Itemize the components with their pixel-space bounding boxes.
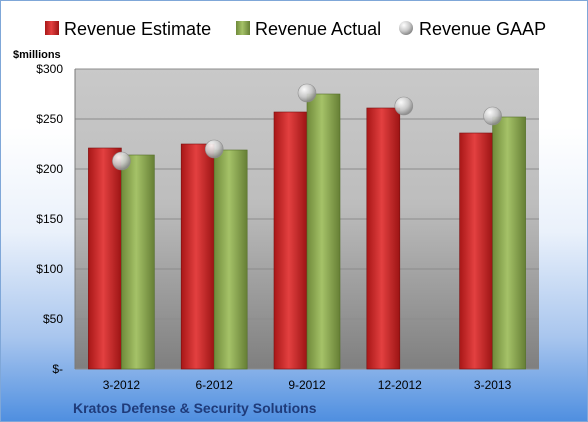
y-tick-label: $100 <box>36 262 63 276</box>
x-axis-tick-labels: 3-2012 6-2012 9-2012 12-2012 3-2013 <box>103 378 512 392</box>
legend-swatch-actual <box>236 21 250 35</box>
marker-revenue-gaap <box>297 83 317 103</box>
bar-revenue-actual <box>121 154 155 370</box>
bar-revenue-estimate <box>180 143 215 370</box>
y-tick-label: $50 <box>43 312 63 326</box>
marker-revenue-gaap <box>394 96 414 116</box>
y-tick-label: $- <box>52 362 63 376</box>
y-axis-tick-labels: $- $50 $100 $150 $200 $250 $300 <box>36 62 63 376</box>
legend: Revenue Estimate Revenue Actual Revenue … <box>45 19 546 39</box>
legend-item-revenue-actual: Revenue Actual <box>236 19 381 39</box>
bar-series <box>88 93 526 370</box>
y-tick-label: $200 <box>36 162 63 176</box>
x-tick-label: 9-2012 <box>288 378 326 392</box>
y-axis-unit-label: $millions <box>13 49 61 61</box>
company-name: Kratos Defense & Security Solutions <box>73 400 317 416</box>
legend-item-revenue-estimate: Revenue Estimate <box>45 19 211 39</box>
gaap-markers <box>112 83 502 171</box>
legend-swatch-estimate <box>45 21 59 35</box>
x-tick-label: 3-2013 <box>474 378 512 392</box>
bar-revenue-actual <box>306 93 341 370</box>
y-tick-label: $150 <box>36 212 63 226</box>
legend-marker-gaap <box>399 21 413 35</box>
bar-revenue-estimate <box>273 111 308 370</box>
legend-label-gaap: Revenue GAAP <box>419 19 546 39</box>
y-tick-label: $300 <box>36 62 63 76</box>
x-tick-label: 3-2012 <box>103 378 141 392</box>
marker-revenue-gaap <box>112 151 131 171</box>
x-tick-label: 12-2012 <box>378 378 422 392</box>
bar-revenue-estimate <box>459 132 493 370</box>
bar-revenue-estimate <box>366 107 401 370</box>
legend-label-actual: Revenue Actual <box>255 19 381 39</box>
marker-revenue-gaap <box>483 106 502 126</box>
bar-revenue-actual <box>492 116 526 370</box>
x-tick-label: 6-2012 <box>196 378 234 392</box>
y-tick-label: $250 <box>36 112 63 126</box>
bar-revenue-estimate <box>88 147 122 370</box>
bar-revenue-actual <box>213 149 248 370</box>
marker-revenue-gaap <box>204 139 224 159</box>
legend-item-revenue-gaap: Revenue GAAP <box>399 19 546 39</box>
legend-label-estimate: Revenue Estimate <box>64 19 211 39</box>
